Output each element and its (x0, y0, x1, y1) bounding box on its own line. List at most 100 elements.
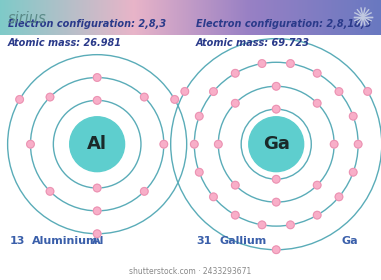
Bar (26, 0, 27, 35)
Bar (41, 0, 42, 35)
Bar (216, 0, 218, 35)
Bar (72, 0, 73, 35)
Bar (229, 0, 230, 35)
Text: Electron configuration: 2,8,18,3: Electron configuration: 2,8,18,3 (196, 19, 371, 29)
Bar (54, 0, 56, 35)
Bar (45, 0, 46, 35)
Bar (130, 0, 132, 35)
Bar (321, 0, 322, 35)
Bar (75, 0, 77, 35)
Bar (73, 0, 75, 35)
Bar (81, 0, 82, 35)
Bar (297, 0, 299, 35)
Bar (16, 0, 18, 35)
Bar (305, 0, 306, 35)
Bar (240, 0, 242, 35)
Text: shutterstock.com · 2433293671: shutterstock.com · 2433293671 (130, 267, 251, 277)
Bar (181, 0, 182, 35)
Bar (126, 0, 127, 35)
Bar (19, 0, 21, 35)
Bar (126, 0, 128, 35)
Bar (156, 0, 158, 35)
Bar (210, 0, 211, 35)
Bar (4, 0, 5, 35)
Bar (326, 0, 327, 35)
Bar (203, 0, 204, 35)
Bar (206, 0, 207, 35)
Circle shape (354, 140, 362, 148)
Bar (165, 0, 166, 35)
Bar (27, 0, 28, 35)
Circle shape (258, 60, 266, 67)
Bar (91, 0, 92, 35)
Circle shape (46, 188, 54, 195)
Bar (377, 0, 379, 35)
Bar (163, 0, 164, 35)
Bar (288, 0, 289, 35)
Bar (0, 0, 2, 35)
Bar (130, 0, 131, 35)
Circle shape (93, 97, 101, 104)
Bar (222, 0, 223, 35)
Bar (101, 0, 102, 35)
Circle shape (287, 60, 294, 67)
Bar (40, 0, 42, 35)
Bar (177, 0, 179, 35)
Bar (109, 0, 110, 35)
Bar (64, 0, 65, 35)
Bar (238, 0, 240, 35)
Bar (356, 0, 358, 35)
Bar (274, 0, 276, 35)
Bar (38, 0, 40, 35)
Bar (152, 0, 154, 35)
Bar (325, 0, 326, 35)
Bar (323, 0, 324, 35)
Circle shape (93, 230, 101, 237)
Bar (83, 0, 84, 35)
Circle shape (231, 69, 239, 77)
Bar (231, 0, 232, 35)
Bar (142, 0, 143, 35)
Bar (319, 0, 320, 35)
Bar (263, 0, 264, 35)
Circle shape (272, 176, 280, 183)
Text: Al: Al (87, 135, 107, 153)
Bar (318, 0, 320, 35)
Bar (317, 0, 319, 35)
Bar (237, 0, 239, 35)
Bar (201, 0, 202, 35)
Bar (354, 0, 355, 35)
Bar (48, 0, 49, 35)
Circle shape (313, 211, 321, 219)
Bar (100, 0, 101, 35)
Bar (191, 0, 193, 35)
Bar (233, 0, 235, 35)
Bar (202, 0, 203, 35)
Bar (193, 0, 195, 35)
Bar (255, 0, 256, 35)
Bar (171, 0, 172, 35)
Bar (246, 0, 247, 35)
Bar (164, 0, 165, 35)
Circle shape (171, 96, 179, 103)
Bar (322, 0, 323, 35)
Bar (272, 0, 274, 35)
Bar (294, 0, 296, 35)
Bar (308, 0, 309, 35)
Bar (84, 0, 85, 35)
Bar (159, 0, 160, 35)
Bar (357, 0, 359, 35)
Bar (171, 0, 173, 35)
Bar (274, 0, 275, 35)
Bar (146, 0, 147, 35)
Bar (197, 0, 199, 35)
Bar (174, 0, 176, 35)
Bar (51, 0, 53, 35)
Bar (11, 0, 13, 35)
Bar (265, 0, 266, 35)
Bar (29, 0, 30, 35)
Bar (36, 0, 38, 35)
Bar (106, 0, 107, 35)
Circle shape (93, 74, 101, 81)
Circle shape (272, 105, 280, 113)
